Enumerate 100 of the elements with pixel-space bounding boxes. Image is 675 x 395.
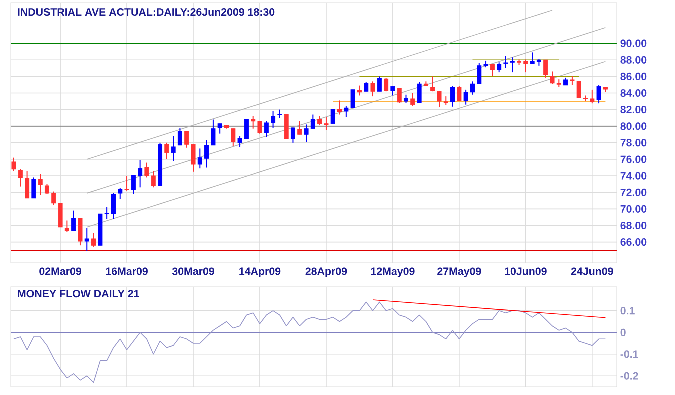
candlestick bbox=[171, 136, 176, 162]
candlestick bbox=[504, 56, 508, 68]
candlestick bbox=[118, 188, 123, 200]
candlestick bbox=[32, 177, 36, 199]
candlestick bbox=[131, 174, 136, 195]
candlestick bbox=[204, 140, 210, 168]
candlestick bbox=[364, 82, 369, 92]
y-tick-label: 76.00 bbox=[620, 156, 647, 164]
x-tick-label: 12May09 bbox=[371, 268, 415, 278]
x-tick-label: 27May09 bbox=[438, 268, 482, 278]
candlestick bbox=[198, 148, 202, 170]
candlestick bbox=[144, 162, 150, 178]
candlestick bbox=[164, 142, 170, 160]
candlestick bbox=[430, 76, 436, 92]
y-tick-label: 70.00 bbox=[620, 205, 647, 213]
candlestick bbox=[72, 210, 76, 232]
y-tick-label: 78.00 bbox=[620, 139, 647, 147]
candlestick bbox=[92, 232, 96, 248]
candlestick bbox=[530, 52, 535, 65]
candlestick bbox=[338, 100, 342, 116]
y-tick-label: 0.1 bbox=[620, 307, 635, 315]
candlestick bbox=[124, 176, 130, 192]
candlestick bbox=[310, 114, 316, 130]
candlestick bbox=[377, 76, 382, 92]
y-tick-label: 80.00 bbox=[620, 122, 647, 130]
candlestick bbox=[384, 78, 389, 92]
candlestick bbox=[290, 128, 296, 144]
chart-title: INDUSTRIAL AVE ACTUAL:DAILY:26Jun2009 18:30 bbox=[18, 8, 275, 16]
candlestick bbox=[357, 85, 362, 96]
candlestick bbox=[238, 136, 242, 148]
candlestick bbox=[211, 119, 216, 146]
candlestick bbox=[264, 120, 269, 138]
candlestick bbox=[25, 170, 30, 199]
y-tick-label: 66.00 bbox=[620, 238, 647, 246]
y-tick-label: 82.00 bbox=[620, 106, 647, 114]
candlestick bbox=[397, 88, 402, 104]
candlestick bbox=[271, 110, 276, 129]
candlestick bbox=[457, 86, 462, 102]
candlestick bbox=[258, 120, 262, 134]
candlestick bbox=[390, 86, 396, 96]
y-tick-label: 90.00 bbox=[620, 40, 647, 48]
candlestick bbox=[350, 89, 356, 109]
candlestick bbox=[576, 80, 582, 98]
y-tick-label: 86.00 bbox=[620, 72, 647, 80]
candlestick bbox=[84, 228, 90, 252]
candlestick bbox=[44, 184, 50, 195]
candlestick bbox=[544, 60, 548, 78]
candlestick bbox=[151, 170, 156, 188]
y-tick-label: 88.00 bbox=[620, 56, 647, 64]
chart-title: MONEY FLOW DAILY 21 bbox=[18, 290, 140, 298]
y-tick-label: -0.2 bbox=[620, 372, 638, 380]
candlestick bbox=[510, 57, 515, 74]
y-tick-label: -0.1 bbox=[620, 350, 638, 358]
candlestick bbox=[590, 89, 595, 104]
x-tick-label: 30Mar09 bbox=[172, 268, 214, 276]
x-tick-label: 02Mar09 bbox=[40, 268, 82, 276]
candlestick bbox=[251, 116, 256, 130]
candlestick bbox=[524, 59, 528, 74]
candlestick bbox=[64, 220, 70, 233]
x-tick-label: 16Mar09 bbox=[106, 268, 148, 276]
candlestick bbox=[304, 124, 309, 143]
candlestick bbox=[218, 123, 222, 134]
candlestick bbox=[38, 174, 43, 196]
candlestick bbox=[417, 82, 422, 104]
x-tick-label: 14Apr09 bbox=[240, 268, 281, 278]
candlestick bbox=[550, 71, 555, 85]
candlestick bbox=[178, 128, 182, 146]
candlestick bbox=[330, 109, 336, 124]
candlestick bbox=[464, 89, 468, 106]
candlestick bbox=[370, 81, 376, 98]
candlestick bbox=[138, 160, 143, 188]
candlestick bbox=[111, 192, 116, 220]
y-tick-label: 72.00 bbox=[620, 188, 647, 196]
x-tick-label: 24Jun09 bbox=[571, 268, 614, 276]
candlestick bbox=[244, 119, 249, 140]
candlestick bbox=[191, 144, 196, 172]
y-tick-label: 74.00 bbox=[620, 172, 647, 180]
candlestick bbox=[596, 84, 602, 104]
candlestick bbox=[477, 62, 482, 85]
candlestick bbox=[184, 130, 190, 148]
candlestick bbox=[18, 168, 23, 188]
candlestick bbox=[78, 218, 83, 246]
candlestick bbox=[470, 81, 475, 96]
candlestick bbox=[497, 62, 502, 74]
x-tick-label: 28Apr09 bbox=[306, 268, 348, 278]
candlestick bbox=[570, 76, 575, 86]
y-tick-label: 84.00 bbox=[620, 89, 647, 98]
candlestick bbox=[231, 128, 236, 147]
y-tick-label: 68.00 bbox=[620, 222, 647, 230]
candlestick bbox=[437, 91, 442, 108]
candlestick bbox=[490, 64, 495, 77]
candlestick bbox=[344, 106, 349, 118]
candlestick bbox=[410, 92, 416, 107]
candlestick bbox=[324, 116, 329, 132]
candlestick bbox=[104, 207, 110, 220]
candlestick bbox=[318, 116, 322, 126]
y-tick-label: 0 bbox=[620, 328, 626, 336]
candlestick bbox=[450, 86, 456, 108]
x-tick-label: 10Jun09 bbox=[505, 268, 547, 276]
candlestick bbox=[298, 120, 302, 136]
